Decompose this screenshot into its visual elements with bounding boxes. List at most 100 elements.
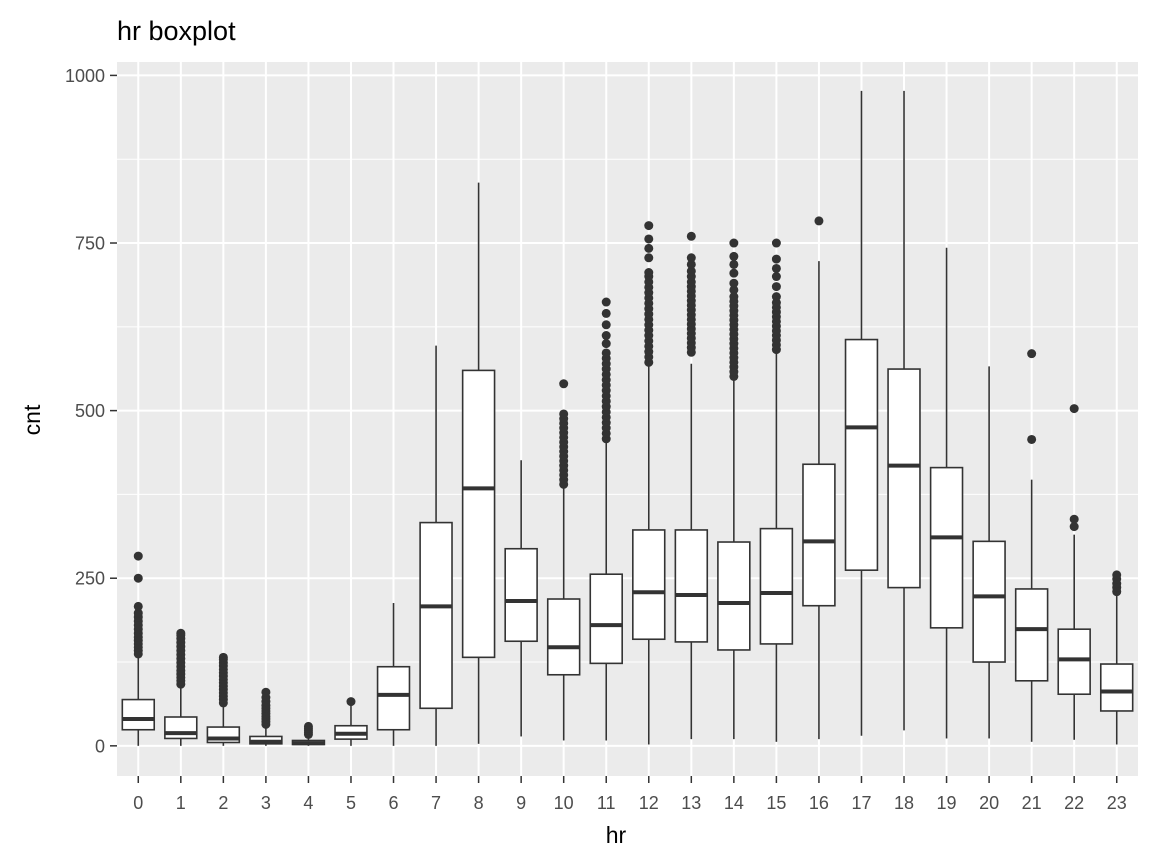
box-hr-10: [546, 379, 581, 741]
iqr-box: [844, 338, 879, 571]
outlier-point: [303, 721, 313, 731]
y-axis: 0 250 500 750 1000: [65, 66, 117, 756]
outlier-point: [346, 697, 356, 707]
outlier-point: [1027, 434, 1037, 444]
box-hr-1: [164, 628, 198, 746]
outlier-point: [1069, 514, 1079, 524]
outlier-point: [771, 263, 781, 273]
iqr-box: [717, 541, 751, 651]
x-tick-label: 14: [724, 793, 744, 813]
outlier-point: [644, 243, 654, 253]
iqr-box: [164, 716, 198, 740]
x-tick-label: 6: [389, 793, 399, 813]
outlier-point: [559, 379, 569, 389]
box-hr-7: [419, 345, 453, 746]
outlier-point: [814, 216, 824, 226]
outlier-point: [1069, 404, 1079, 414]
iqr-box: [546, 598, 581, 676]
y-tick-label: 500: [75, 401, 105, 421]
outlier-point: [729, 285, 739, 295]
box-hr-5: [334, 697, 368, 746]
x-tick-label: 23: [1107, 793, 1127, 813]
iqr-box: [419, 521, 453, 710]
outlier-point: [218, 652, 228, 662]
box-hr-2: [206, 652, 241, 746]
box-hr-8: [461, 182, 496, 744]
plot-panel: [117, 62, 1138, 776]
x-tick-label: 21: [1022, 793, 1042, 813]
box-hr-0: [121, 551, 156, 746]
iqr-box: [887, 368, 921, 589]
x-tick-label: 0: [133, 793, 143, 813]
box-hr-15: [759, 238, 794, 742]
outlier-point: [644, 221, 654, 231]
x-tick-label: 1: [176, 793, 186, 813]
y-tick-label: 750: [75, 234, 105, 254]
x-tick-label: 11: [597, 793, 616, 813]
boxes: [121, 90, 1134, 746]
iqr-box: [1014, 588, 1049, 682]
outlier-point: [729, 259, 739, 269]
outlier-point: [1112, 570, 1122, 580]
minor-gridlines: [117, 158, 1138, 663]
outlier-point: [686, 259, 696, 269]
x-tick-label: 18: [894, 793, 914, 813]
box-hr-9: [504, 460, 538, 737]
iqr-box: [674, 529, 709, 643]
outlier-point: [729, 251, 739, 261]
box-hr-11: [589, 297, 623, 741]
outlier-point: [1069, 522, 1079, 532]
chart-title: hr boxplot: [117, 16, 236, 46]
outlier-point: [644, 234, 654, 244]
outlier-point: [644, 253, 654, 263]
outlier-point: [729, 268, 739, 278]
iqr-box: [376, 665, 411, 731]
x-tick-label: 10: [554, 793, 574, 813]
outlier-point: [261, 687, 271, 697]
outlier-point: [771, 254, 781, 264]
box-hr-19: [929, 247, 964, 739]
box-hr-12: [632, 221, 666, 745]
x-tick-label: 4: [303, 793, 313, 813]
iqr-box: [632, 529, 666, 641]
iqr-box: [802, 463, 836, 607]
x-tick-label: 5: [346, 793, 356, 813]
box-hr-13: [674, 231, 709, 740]
outlier-point: [133, 601, 143, 611]
iqr-box: [972, 540, 1006, 663]
x-tick-label: 2: [218, 793, 228, 813]
iqr-box: [504, 547, 538, 643]
iqr-box: [121, 698, 156, 731]
y-axis-title: cnt: [19, 404, 45, 435]
outlier-point: [729, 292, 739, 302]
iqr-box: [759, 527, 794, 645]
x-tick-label: 12: [639, 793, 659, 813]
outlier-point: [601, 308, 611, 318]
iqr-box: [589, 573, 623, 665]
y-tick-label: 0: [95, 736, 105, 756]
outlier-point: [729, 278, 739, 288]
outlier-point: [133, 551, 143, 561]
x-tick-label: 8: [474, 793, 484, 813]
box-hr-20: [972, 366, 1006, 739]
box-hr-23: [1099, 570, 1134, 745]
x-tick-label: 7: [431, 793, 441, 813]
iqr-box: [929, 466, 964, 629]
x-tick-label: 19: [937, 793, 957, 813]
box-hr-4: [291, 721, 326, 746]
iqr-box: [461, 369, 496, 659]
box-hr-21: [1014, 349, 1049, 742]
iqr-box: [1099, 663, 1134, 712]
outlier-point: [176, 628, 186, 638]
box-hr-17: [844, 90, 879, 736]
box-hr-14: [717, 238, 751, 740]
outlier-point: [601, 320, 611, 330]
outlier-point: [771, 282, 781, 292]
x-axis: 0 1 2 3 4 5 6 7 8 9 10 11 12 13 14 15 16 17 18 19 20 21 22 23: [133, 776, 1127, 813]
x-tick-label: 13: [681, 793, 701, 813]
outlier-point: [133, 573, 143, 583]
box-hr-22: [1057, 404, 1091, 740]
x-tick-label: 15: [766, 793, 786, 813]
outlier-point: [644, 268, 654, 278]
